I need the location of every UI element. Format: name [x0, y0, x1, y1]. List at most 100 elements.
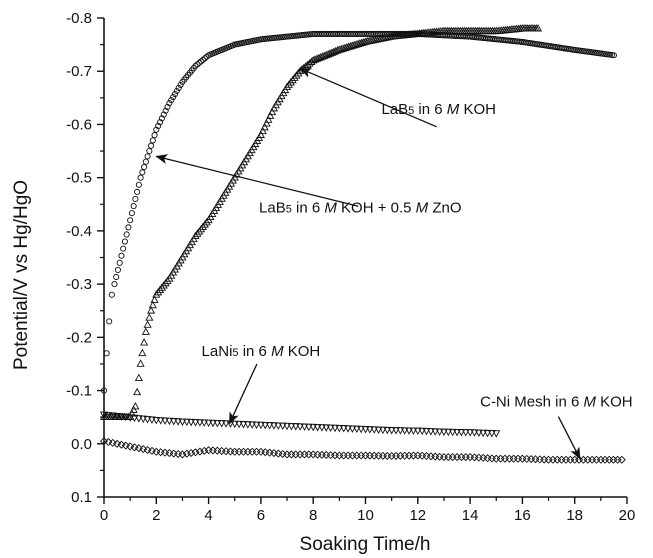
data-point-triangle-up [143, 320, 152, 328]
data-point-diamond [457, 453, 466, 462]
data-point-diamond [617, 455, 626, 464]
data-point-diamond [500, 454, 510, 463]
data-point-triangle-down [466, 429, 475, 437]
data-point-triangle-down [330, 424, 340, 433]
data-point-diamond [557, 455, 566, 464]
data-point-diamond [522, 454, 531, 463]
data-point-diamond [326, 451, 335, 460]
data-point-triangle-down [431, 428, 440, 436]
data-point-triangle-down [143, 416, 152, 424]
data-point-triangle-down [130, 414, 139, 423]
x-tick-label: 0 [100, 507, 108, 524]
series-2 [99, 24, 543, 421]
data-point-triangle-down [261, 421, 270, 430]
data-point-diamond [296, 450, 305, 459]
data-point-diamond [400, 451, 409, 460]
data-point-diamond [313, 450, 322, 459]
x-tick-label: 18 [566, 507, 583, 524]
data-point-triangle-down [108, 412, 117, 420]
data-point-circle [108, 291, 115, 298]
data-point-circle [156, 119, 164, 126]
x-tick-label: 2 [152, 507, 160, 524]
data-point-circle [125, 224, 132, 231]
data-point-triangle-up [129, 405, 138, 413]
data-point-triangle-up [133, 387, 142, 396]
annotation-label: LaB5 in 6 M KOH + 0.5 M ZnO [259, 199, 462, 216]
data-point-triangle-up [147, 306, 156, 314]
data-point-triangle-down [370, 426, 379, 434]
data-point-diamond [291, 450, 300, 459]
data-point-diamond [383, 451, 392, 460]
data-point-triangle-down [213, 419, 222, 428]
data-point-diamond [544, 455, 553, 464]
data-point-circle [158, 115, 165, 122]
data-point-diamond [187, 448, 196, 458]
data-point-diamond [553, 455, 562, 464]
data-point-circle [155, 122, 162, 130]
data-point-diamond [357, 451, 366, 460]
data-point-triangle-down [221, 420, 231, 428]
annotation-label: LaB5 in 6 M KOH [381, 101, 496, 118]
annotations: LaB5 in 6 M KOH LaB5 in 6 M KOH + 0.5 M Z… [155, 67, 633, 460]
data-point-triangle-up [268, 107, 277, 116]
data-point-circle [130, 203, 137, 210]
data-point-circle [146, 148, 153, 155]
data-point-triangle-down [147, 416, 157, 424]
data-point-circle [196, 59, 203, 66]
data-point-circle [139, 169, 146, 176]
data-point-diamond [479, 453, 488, 462]
data-point-diamond [422, 451, 431, 461]
data-point-diamond [487, 454, 496, 463]
data-point-triangle-down [282, 422, 292, 431]
data-point-triangle-down [239, 421, 248, 429]
data-point-triangle-up [256, 130, 265, 138]
annotation-arrow [228, 363, 258, 425]
data-point-triangle-down [374, 426, 383, 434]
data-point-triangle-up [154, 287, 163, 296]
data-point-diamond [248, 447, 257, 456]
data-point-diamond [548, 455, 557, 464]
data-point-diamond [492, 454, 501, 463]
data-point-triangle-up [150, 295, 159, 303]
data-point-diamond [195, 447, 204, 456]
data-point-triangle-up [264, 115, 273, 123]
data-point-diamond [365, 451, 374, 460]
data-point-diamond [200, 446, 209, 455]
data-point-circle [164, 103, 171, 111]
data-point-circle [194, 61, 201, 68]
data-point-diamond [426, 452, 435, 461]
data-point-triangle-down [300, 423, 309, 431]
y-tick-label: -0.4 [66, 223, 92, 240]
data-point-diamond [126, 442, 135, 451]
data-point-triangle-down [435, 428, 444, 436]
data-point-circle [170, 94, 177, 101]
data-point-triangle-down [317, 424, 326, 432]
data-point-circle [111, 281, 118, 288]
data-point-circle [114, 266, 121, 273]
data-point-diamond [583, 455, 592, 464]
data-point-triangle-down [187, 418, 196, 427]
data-point-triangle-down [444, 428, 453, 437]
data-point-triangle-down [483, 429, 492, 438]
data-point-triangle-down [339, 425, 348, 433]
data-point-diamond [309, 450, 318, 459]
data-point-diamond [113, 439, 122, 448]
data-point-circle [116, 259, 123, 266]
data-point-triangle-down [200, 419, 209, 427]
data-point-circle [142, 158, 149, 165]
data-point-diamond [518, 454, 527, 463]
data-point-circle [148, 142, 155, 149]
data-point-triangle-down [256, 421, 265, 430]
data-point-triangle-up [161, 278, 170, 287]
data-point-triangle-down [126, 414, 135, 422]
data-point-triangle-down [400, 427, 409, 435]
data-point-diamond [444, 453, 453, 462]
annotation-label: LaNi5 in 6 M KOH [202, 343, 321, 360]
data-point-diamond [217, 446, 226, 455]
data-point-triangle-up [191, 231, 200, 240]
data-point-triangle-up [290, 73, 299, 81]
data-point-triangle-up [131, 401, 140, 410]
data-point-diamond [130, 443, 139, 452]
data-point-diamond [221, 447, 231, 456]
y-tick-label: -0.7 [66, 63, 92, 80]
